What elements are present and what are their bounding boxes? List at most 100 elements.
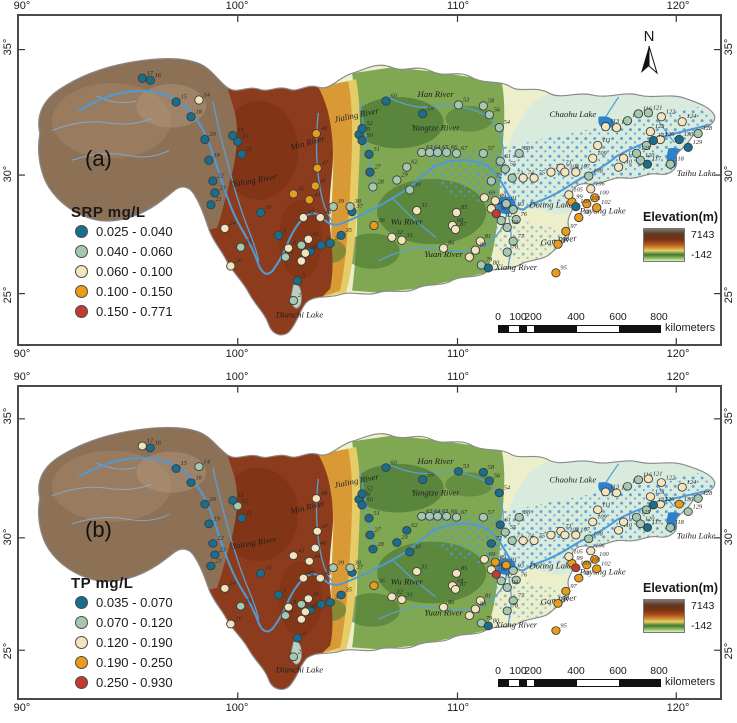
point-number: 40 xyxy=(310,604,316,611)
scale-bar: 0 100 200 400 600 800 kilometers xyxy=(495,665,724,691)
sample-point xyxy=(470,245,481,255)
sample-point xyxy=(312,163,322,173)
sample-point xyxy=(292,276,303,286)
sample-point xyxy=(438,602,449,612)
sample-point xyxy=(500,164,510,174)
sample-point xyxy=(369,581,379,590)
yangtze-river-line xyxy=(78,89,711,275)
sample-point xyxy=(593,140,603,151)
sample-point xyxy=(484,476,494,486)
point-number: 3 xyxy=(301,630,305,637)
sample-point xyxy=(546,530,556,540)
point-number: 75 xyxy=(539,532,545,539)
point-number: 42 xyxy=(308,209,315,216)
sample-point xyxy=(357,500,367,510)
point-number: 73 xyxy=(517,170,523,177)
sample-point xyxy=(642,523,653,532)
sample-point xyxy=(228,130,238,141)
sample-point xyxy=(137,441,147,451)
sample-point xyxy=(316,599,326,609)
sample-point xyxy=(641,140,652,151)
sample-point xyxy=(328,202,338,212)
point-number: 126 xyxy=(665,496,675,503)
point-number: 90 xyxy=(501,205,508,212)
sample-point xyxy=(432,147,443,157)
point-number: 120 xyxy=(645,152,655,159)
elevation-title: Elevation(m) xyxy=(643,581,719,595)
sample-point xyxy=(186,112,196,122)
point-number: 38 xyxy=(354,198,362,205)
sample-point xyxy=(495,520,505,530)
axis-label: 110° xyxy=(447,0,469,12)
point-number: 103 xyxy=(580,198,590,205)
point-number: 130 xyxy=(684,131,694,138)
point-number: 40 xyxy=(310,245,317,252)
axis-label: 35° xyxy=(723,408,735,425)
scale-bar: 0 100 200 400 600 800 kilometers xyxy=(495,311,724,337)
point-number: 1 xyxy=(283,587,286,594)
sample-point xyxy=(574,212,584,223)
point-number: 110 xyxy=(623,159,633,166)
sample-point xyxy=(387,592,397,602)
map-label: Doting Lake xyxy=(528,200,573,210)
sample-point xyxy=(641,505,652,515)
point-number: 85 xyxy=(461,204,467,211)
sample-point xyxy=(204,155,214,165)
axis-label: 25° xyxy=(723,642,735,660)
sample-point xyxy=(405,185,415,195)
sample-point xyxy=(551,626,561,635)
point-number: 98 xyxy=(583,570,590,577)
point-number: 53 xyxy=(463,96,469,103)
sample-point xyxy=(237,513,247,523)
point-number: 113 xyxy=(610,118,619,125)
point-number: 127 xyxy=(658,132,668,139)
sample-point xyxy=(206,561,216,571)
point-number: 108 xyxy=(593,168,603,175)
sample-point xyxy=(369,220,379,231)
point-number: 105 xyxy=(573,186,583,193)
sample-point xyxy=(490,196,500,206)
sample-point xyxy=(171,464,181,473)
sample-point xyxy=(432,511,443,521)
point-number: 46 xyxy=(320,540,327,547)
sample-point xyxy=(631,148,642,158)
sample-point xyxy=(364,149,374,159)
sample-point xyxy=(137,73,147,83)
point-number: 118 xyxy=(675,519,685,526)
elevation-colorbar xyxy=(643,228,685,262)
sample-point xyxy=(368,182,378,192)
scale-tick: 100 xyxy=(509,311,527,323)
point-number: 106 xyxy=(595,543,605,550)
sample-point xyxy=(553,239,563,249)
sample-point xyxy=(508,205,518,215)
map-label: Dianchi Lake xyxy=(275,309,324,319)
point-number: 35 xyxy=(345,227,352,234)
sample-point xyxy=(204,519,214,529)
sample-point xyxy=(502,606,512,616)
axis-label: 30° xyxy=(723,528,735,546)
point-number: 20 xyxy=(209,496,215,503)
sample-point xyxy=(402,162,412,172)
point-number: 72 xyxy=(496,173,503,180)
sample-point xyxy=(283,243,294,253)
point-number: 67 xyxy=(461,145,468,152)
point-number: 59 xyxy=(427,105,434,112)
sample-point xyxy=(208,176,218,186)
sample-point xyxy=(511,575,521,585)
sample-point xyxy=(381,96,391,106)
point-number: 52 xyxy=(367,486,373,493)
sample-point xyxy=(381,463,391,472)
point-number: 48 xyxy=(321,125,328,132)
sample-point xyxy=(357,124,367,134)
sample-point xyxy=(310,181,320,191)
point-number: 33 xyxy=(405,232,412,239)
point-number: 104 xyxy=(569,527,579,534)
sample-point xyxy=(564,552,574,561)
point-number: 69 xyxy=(489,551,495,558)
legend-class-range: 0.190 - 0.250 xyxy=(96,655,173,670)
point-number: 71 xyxy=(565,160,571,167)
sample-point xyxy=(529,173,539,183)
point-number: 126 xyxy=(665,131,675,138)
legend-class-dot xyxy=(75,285,88,298)
map-label: Doting Lake xyxy=(528,561,573,571)
